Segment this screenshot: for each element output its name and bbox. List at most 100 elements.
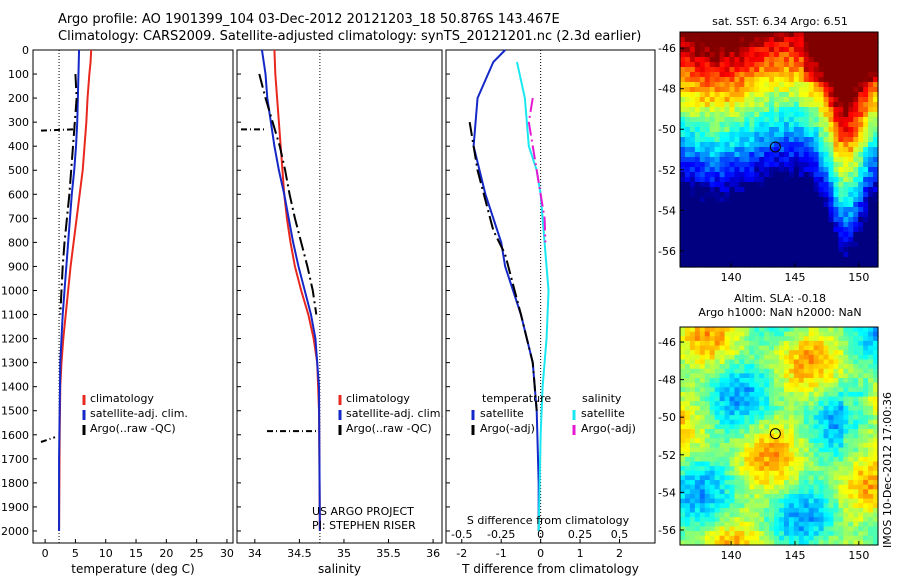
sla-map-cell bbox=[724, 429, 731, 435]
sla-map-cell bbox=[818, 364, 825, 370]
sla-map-cell bbox=[769, 391, 775, 398]
sla-map-cell bbox=[838, 475, 844, 481]
sla-map-cell bbox=[808, 345, 815, 351]
sla-map-cell bbox=[729, 484, 736, 490]
sla-map-cell bbox=[843, 475, 849, 481]
sst-map-cell bbox=[680, 67, 686, 73]
sst-map-cell bbox=[719, 197, 726, 203]
sla-map-cell bbox=[788, 364, 795, 370]
sla-map-cell bbox=[828, 419, 835, 426]
sst-map-cell bbox=[843, 157, 849, 163]
sla-map-cell bbox=[734, 433, 740, 439]
sst-map-cell bbox=[788, 112, 795, 118]
sst-map-cell bbox=[853, 222, 859, 228]
sst-map-cell bbox=[858, 182, 864, 188]
sst-map-cell bbox=[838, 37, 844, 43]
sst-map-cell bbox=[858, 117, 864, 123]
sla-map-cell bbox=[808, 535, 815, 541]
sst-map-cell bbox=[754, 87, 760, 93]
sst-map-cell bbox=[823, 202, 830, 208]
sst-map-cell bbox=[749, 132, 755, 138]
sst-map-cell bbox=[754, 212, 760, 218]
sla-map-cell bbox=[798, 345, 805, 351]
sst-map-cell bbox=[868, 152, 874, 158]
sla-map-cell bbox=[823, 452, 830, 458]
sla-map-cell bbox=[868, 526, 874, 532]
sst-map-cell bbox=[759, 112, 765, 118]
sla-map-cell bbox=[813, 507, 820, 514]
sla-map-cell bbox=[714, 340, 721, 347]
sla-map-cell bbox=[858, 354, 864, 361]
sst-map-cell bbox=[704, 127, 711, 133]
sst-map-cell bbox=[699, 167, 706, 173]
sla-map-cell bbox=[739, 378, 745, 384]
sla-map-cell bbox=[754, 401, 760, 407]
sst-map-cell bbox=[838, 52, 844, 58]
sst-map-cell bbox=[680, 57, 686, 63]
sla-map-cell bbox=[808, 456, 815, 463]
sst-map-cell bbox=[838, 147, 844, 153]
sla-map-cell bbox=[724, 340, 731, 347]
sst-map-cell bbox=[808, 177, 815, 183]
sst-map-cell bbox=[843, 217, 849, 223]
sla-map-cell bbox=[704, 331, 711, 337]
sst-map-cell bbox=[709, 252, 716, 258]
sst-map-cell bbox=[813, 32, 820, 38]
sst-map-cell bbox=[709, 212, 716, 218]
sla-map-cell bbox=[739, 461, 745, 467]
sla-map-cell bbox=[808, 489, 815, 495]
temperature-panel-series-climatology bbox=[58, 49, 93, 531]
sst-map-cell bbox=[813, 177, 820, 183]
sst-map-cell bbox=[754, 47, 760, 53]
sst-map-cell bbox=[699, 52, 706, 58]
sla-map-cell bbox=[803, 405, 810, 412]
sla-map-cell bbox=[813, 336, 820, 342]
sla-map-cell bbox=[680, 521, 686, 528]
sla-map-cell bbox=[714, 350, 721, 356]
sla-map-cell bbox=[709, 364, 716, 370]
sst-map-cell bbox=[828, 82, 835, 88]
sla-map-cell bbox=[764, 429, 770, 435]
sla-map-cell bbox=[684, 354, 691, 361]
sla-map-cell bbox=[680, 433, 686, 439]
sst-map-cell bbox=[818, 177, 825, 183]
sst-map-cell bbox=[838, 232, 844, 238]
sla-map-cell bbox=[873, 364, 879, 370]
sst-map-cell bbox=[704, 37, 711, 43]
sla-map-cell bbox=[838, 456, 844, 463]
sla-map-cell bbox=[779, 526, 785, 532]
sla-map-cell bbox=[779, 442, 785, 449]
sla-map-cell bbox=[828, 456, 835, 463]
sst-map-cell bbox=[873, 147, 879, 153]
sst-map-cell bbox=[689, 222, 696, 228]
sst-map-cell bbox=[744, 262, 750, 268]
sst-map-cell bbox=[843, 72, 849, 78]
sst-map-cell bbox=[803, 192, 810, 198]
sla-map-cell bbox=[709, 512, 716, 518]
sla-map-cell bbox=[843, 447, 849, 453]
sla-map-cell bbox=[734, 447, 740, 453]
sla-map-cell bbox=[744, 475, 750, 481]
sla-map-cell bbox=[808, 350, 815, 356]
sst-map-cell bbox=[838, 62, 844, 68]
sst-map-cell bbox=[868, 72, 874, 78]
sla-map-cell bbox=[724, 387, 731, 393]
sst-map-cell bbox=[779, 202, 785, 208]
sla-map-cell bbox=[734, 521, 740, 528]
sst-map-cell bbox=[749, 92, 755, 98]
sst-map-cell bbox=[873, 252, 879, 258]
sla-map-cell bbox=[783, 373, 790, 379]
sst-map-cell bbox=[764, 177, 770, 183]
sst-map-cell bbox=[828, 32, 835, 38]
sst-map-cell bbox=[774, 42, 780, 48]
sst-map-cell bbox=[779, 217, 785, 223]
sst-map-cell bbox=[823, 67, 830, 73]
sst-map-cell bbox=[828, 147, 835, 153]
sst-map-cell bbox=[680, 127, 686, 133]
sla-map-cell bbox=[759, 493, 765, 500]
sst-map-cell bbox=[793, 157, 800, 163]
sst-map-cell bbox=[769, 122, 775, 128]
sla-map-cell bbox=[714, 336, 721, 342]
sst-map-cell bbox=[719, 82, 726, 88]
sla-map-cell bbox=[858, 350, 864, 356]
